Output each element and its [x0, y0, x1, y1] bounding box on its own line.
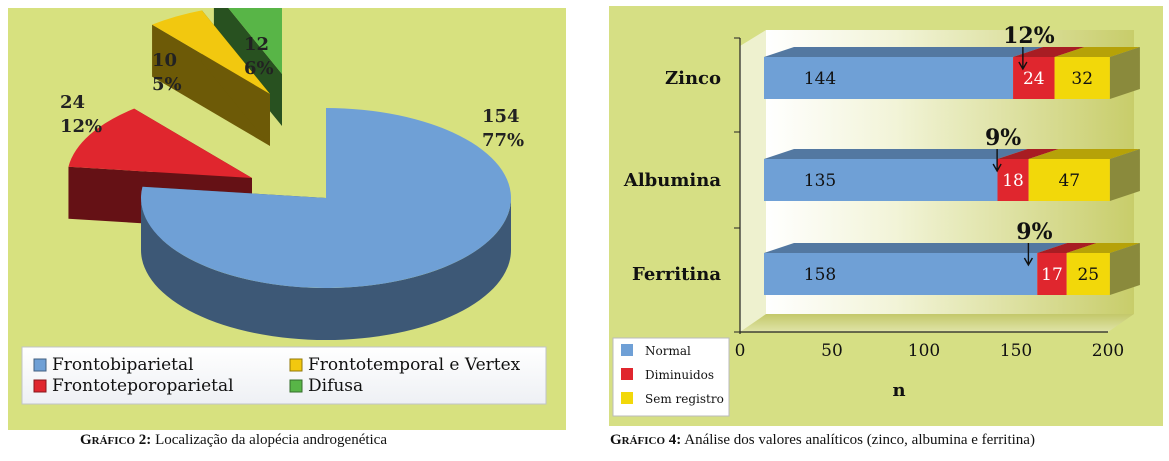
left-caption-label: Gráfico 2:	[80, 432, 152, 448]
annotation-arrow	[1018, 47, 1028, 71]
bar-end-face	[1109, 149, 1140, 201]
bar-chart: 0 50 100 150 200 n Zinco Albumina Ferritina 144 2…	[612, 23, 1140, 417]
category-label-ferritina: Ferritina	[632, 264, 721, 285]
bar-value-label: 25	[1077, 265, 1099, 285]
bar-value-label: 158	[804, 265, 836, 285]
category-label-albumina: Albumina	[623, 170, 721, 191]
right-figure-caption: Gráfico 4: Análise dos valores analítico…	[610, 432, 1035, 449]
chart-floor	[740, 314, 1134, 332]
bar-legend-swatch	[621, 392, 633, 404]
bar-segment-sem-registro	[1066, 253, 1110, 295]
pie-percent-label: 12%	[60, 116, 102, 137]
bar-legend-label: Diminuidos	[645, 368, 714, 382]
bar-segment-normal	[764, 253, 1038, 295]
chart-side-wall	[740, 30, 766, 332]
pie-value-label: 154	[482, 106, 520, 127]
bar-segment-diminuidos	[1037, 253, 1067, 295]
bar-top-face	[1066, 243, 1140, 253]
bar-legend-swatch	[621, 368, 633, 380]
pie-slice-frontotemporal-e-vertex	[152, 10, 270, 95]
left-figure-caption: Gráfico 2: Localização da alopécia andro…	[80, 432, 387, 449]
left-caption-text: Localização da alopécia androgenética	[151, 432, 387, 448]
bar-end-face	[1109, 47, 1140, 99]
pie-legend-swatch	[289, 379, 303, 393]
bar-top-face	[1013, 47, 1085, 57]
pie-legend-swatch	[33, 358, 47, 372]
pie-chart-panel: 12 6% 10 5% 24 12% 154 77% Frontobiparietal Fron…	[8, 0, 566, 430]
bar-value-label: 24	[1023, 69, 1045, 89]
percent-annotation: 9%	[985, 125, 1021, 151]
pie-legend-box	[21, 346, 547, 405]
pie-legend-label: Frontobiparietal	[52, 355, 194, 375]
bar-value-label: 32	[1071, 69, 1093, 89]
x-tick-label: 50	[821, 341, 843, 361]
pie-slice-outer-wall	[141, 198, 511, 340]
bar-legend-label: Normal	[645, 344, 691, 358]
bar-legend-swatch	[621, 344, 633, 356]
pie-slice-frontoteporoparietal	[68, 108, 253, 178]
x-tick-label: 0	[735, 341, 746, 361]
bar-segment-normal	[764, 57, 1014, 99]
right-caption-text: Análise dos valores analíticos (zinco, a…	[681, 432, 1035, 448]
bar-segment-diminuidos	[997, 159, 1029, 201]
pie-legend-label: Frontoteporoparietal	[52, 376, 234, 396]
bar-top-face	[1037, 243, 1097, 253]
bar-value-label: 144	[804, 69, 836, 89]
pie-legend-label: Difusa	[308, 376, 363, 396]
bar-end-face	[1109, 243, 1140, 295]
x-tick-label: 200	[1092, 341, 1124, 361]
annotation-arrow	[1023, 243, 1034, 267]
bar-top-face	[1028, 149, 1140, 159]
pie-slice-frontobiparietal	[141, 108, 512, 288]
bar-top-face	[1054, 47, 1140, 57]
pie-slice-cut-face	[152, 24, 270, 146]
bar-value-label: 17	[1041, 265, 1063, 285]
bar-chart-panel: 0 50 100 150 200 n Zinco Albumina Ferritina 144 2…	[609, 6, 1163, 426]
pie-legend-swatch	[289, 358, 303, 372]
pie-percent-label: 6%	[244, 58, 274, 79]
pie-percent-label: 5%	[152, 74, 182, 95]
pie-percent-label: 77%	[482, 130, 524, 151]
percent-annotation: 9%	[1016, 219, 1052, 245]
percent-annotation: 12%	[1003, 23, 1055, 49]
x-tick-label: 100	[908, 341, 940, 361]
pie-slice-difusa	[221, 0, 282, 74]
x-tick-label: 150	[1000, 341, 1032, 361]
bar-top-face	[764, 149, 1028, 159]
pie-value-label: 24	[60, 92, 85, 113]
bar-segment-sem-registro	[1054, 57, 1110, 99]
bar-segment-normal	[764, 159, 998, 201]
bar-legend-label: Sem registro	[645, 392, 724, 406]
bar-segment-sem-registro	[1028, 159, 1110, 201]
bar-top-face	[764, 243, 1068, 253]
right-caption-label: Gráfico 4:	[610, 432, 682, 448]
x-axis-label: n	[892, 380, 905, 401]
bar-top-face	[997, 149, 1059, 159]
pie-legend-label: Frontotemporal e Vertex	[308, 355, 521, 375]
pie-legend-swatch	[33, 379, 47, 393]
pie-value-label: 10	[152, 50, 177, 71]
bar-value-label: 47	[1058, 171, 1080, 191]
bar-value-label: 135	[804, 171, 836, 191]
annotation-arrow	[992, 149, 1002, 173]
bar-top-face	[764, 47, 1044, 57]
pie-value-label: 12	[244, 34, 269, 55]
bar-value-label: 18	[1002, 171, 1024, 191]
category-label-zinco: Zinco	[665, 68, 721, 89]
